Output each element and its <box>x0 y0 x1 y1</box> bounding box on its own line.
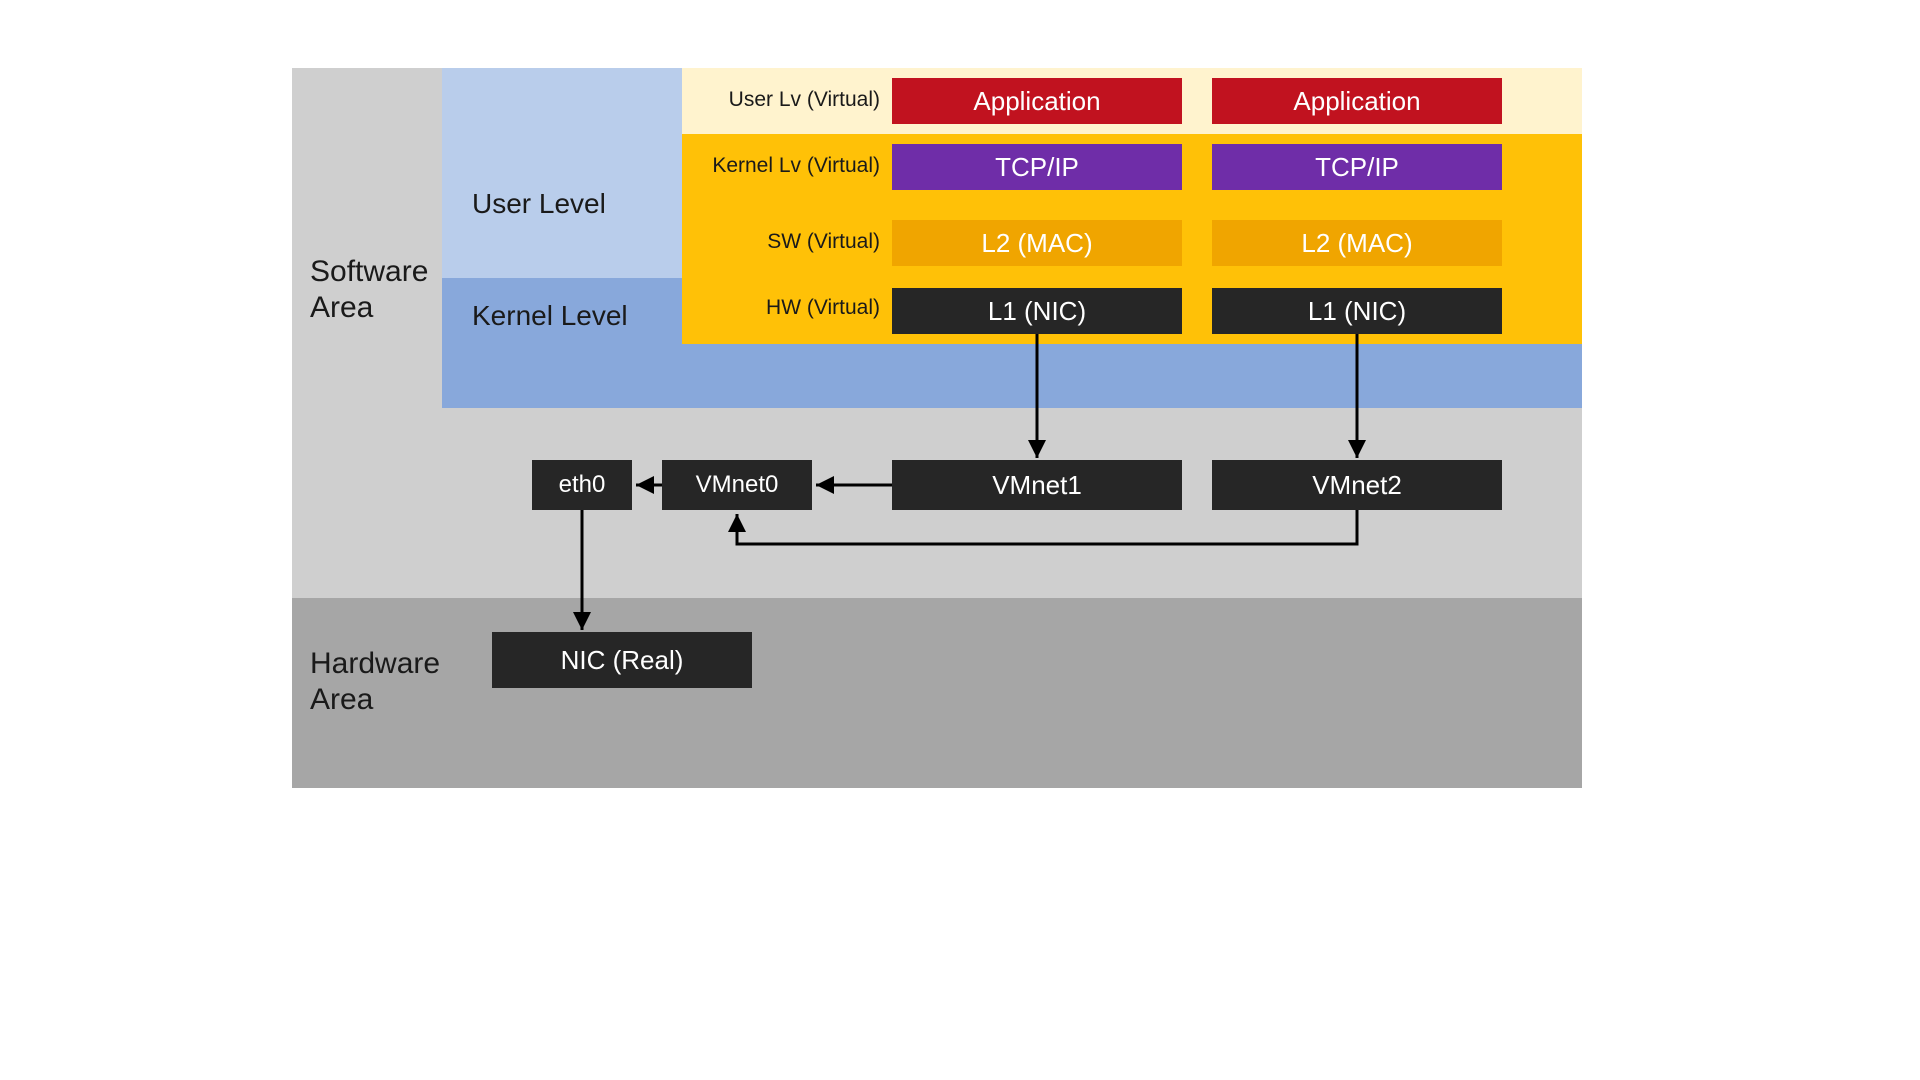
l1-box-b: L1 (NIC) <box>1212 288 1502 334</box>
row-kernel-label: Kernel Lv (Virtual) <box>682 154 880 178</box>
tcpip-box-a: TCP/IP <box>892 144 1182 190</box>
nic-real-box: NIC (Real) <box>492 632 752 688</box>
row-hw-label: HW (Virtual) <box>682 296 880 320</box>
eth0-box: eth0 <box>532 460 632 510</box>
kernel-level-label: Kernel Level <box>472 300 628 332</box>
hardware-area-bg <box>292 598 1582 788</box>
app-box-a: Application <box>892 78 1182 124</box>
hardware-area-label: Hardware Area <box>310 646 470 718</box>
vmnet1-box: VMnet1 <box>892 460 1182 510</box>
software-area-label: Software Area <box>310 254 450 326</box>
row-sw-label: SW (Virtual) <box>682 230 880 254</box>
vmnet2-box: VMnet2 <box>1212 460 1502 510</box>
diagram-stage: Software Area Hardware Area User Level K… <box>192 0 1728 864</box>
l2-box-b: L2 (MAC) <box>1212 220 1502 266</box>
tcpip-box-b: TCP/IP <box>1212 144 1502 190</box>
vmnet0-box: VMnet0 <box>662 460 812 510</box>
app-box-b: Application <box>1212 78 1502 124</box>
l2-box-a: L2 (MAC) <box>892 220 1182 266</box>
user-level-label: User Level <box>472 188 606 220</box>
row-user-label: User Lv (Virtual) <box>682 88 880 112</box>
l1-box-a: L1 (NIC) <box>892 288 1182 334</box>
